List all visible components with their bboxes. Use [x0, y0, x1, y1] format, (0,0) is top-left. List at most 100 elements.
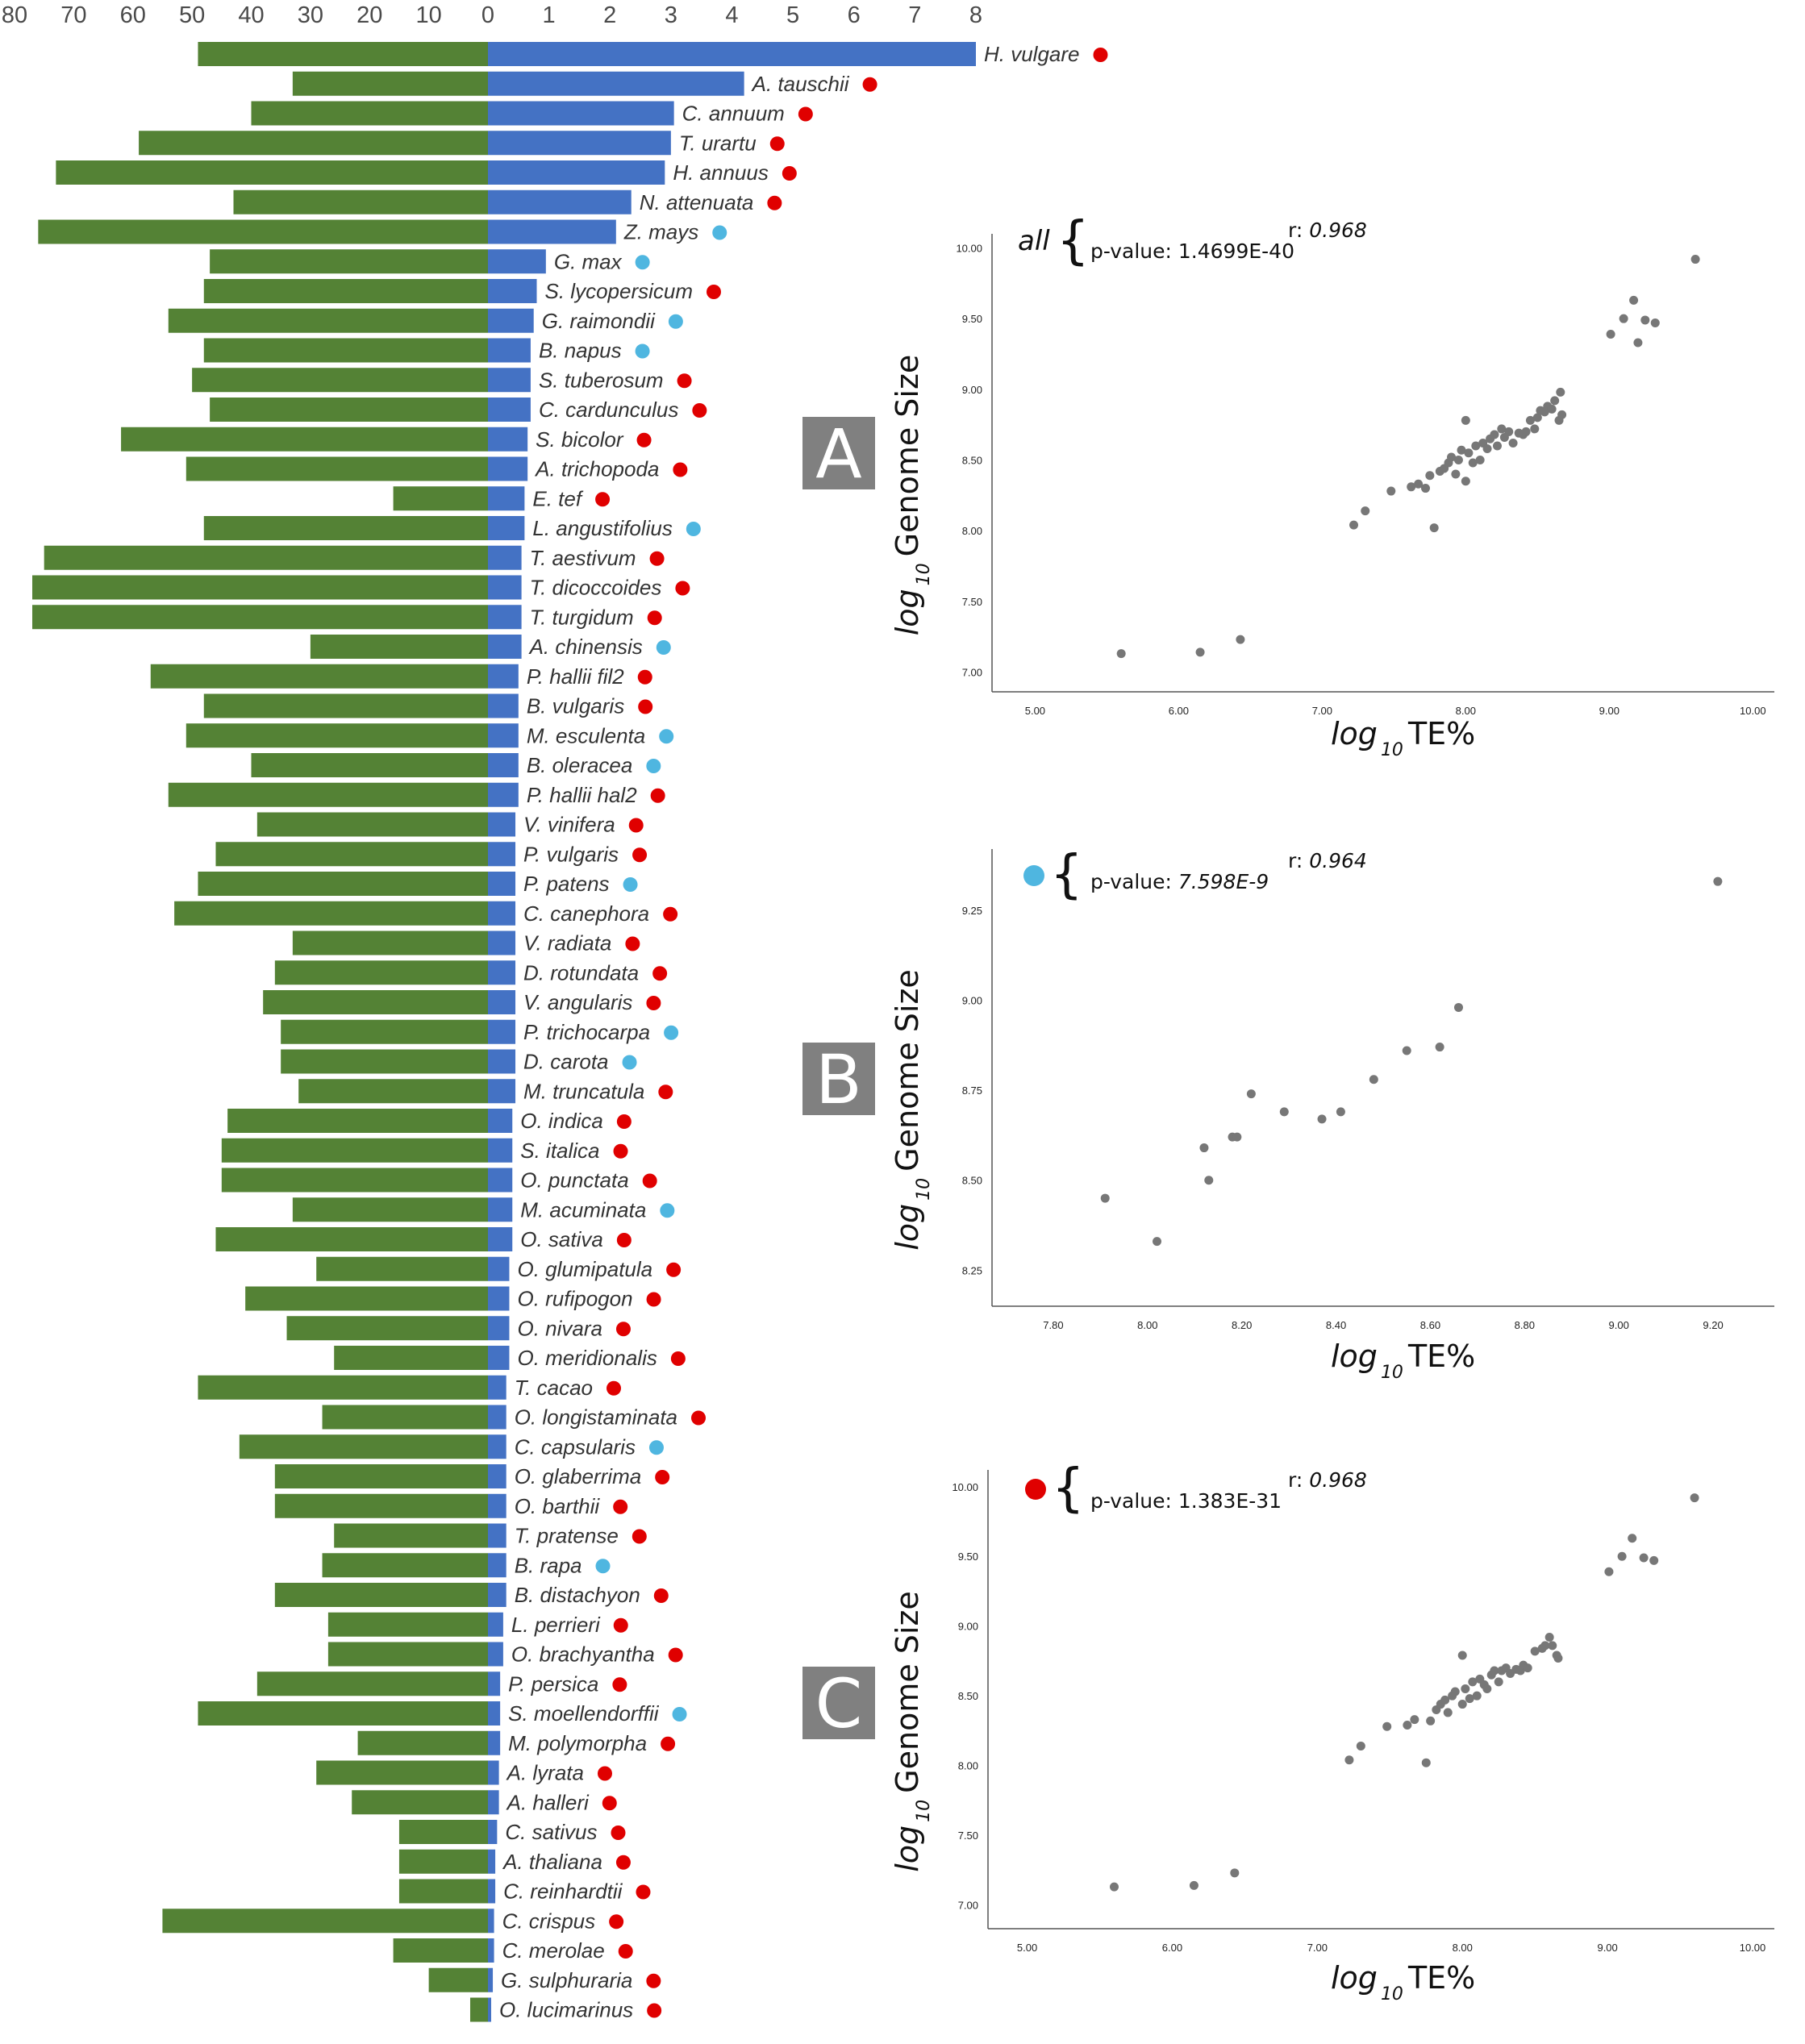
species-label: Z. mays — [623, 220, 698, 244]
group-marker — [618, 1944, 633, 1959]
scatter-point — [1475, 455, 1485, 464]
group-marker — [769, 136, 785, 152]
species-label: C. cardunculus — [539, 398, 678, 422]
group-marker — [686, 522, 701, 536]
left-bar — [334, 1523, 488, 1548]
group-marker — [782, 166, 797, 181]
group-marker — [622, 1055, 637, 1070]
y-tick-label: 9.00 — [958, 1621, 978, 1633]
right-bar — [488, 1286, 510, 1311]
right-bar — [488, 1138, 513, 1163]
right-bar — [488, 930, 516, 955]
scatter-point — [1453, 455, 1463, 464]
scatter-point — [1619, 314, 1628, 323]
species-label: O. indica — [520, 1109, 603, 1133]
group-marker — [647, 610, 662, 626]
left-bar — [168, 308, 488, 333]
group-marker — [646, 759, 661, 773]
left-bar — [357, 1730, 488, 1755]
species-label: C. sativus — [505, 1820, 597, 1844]
x-tick-label: 7.80 — [1043, 1319, 1063, 1331]
left-bar — [174, 901, 489, 926]
group-marker — [675, 581, 690, 596]
right-bar — [488, 635, 522, 659]
species-label: C. merolae — [502, 1938, 605, 1963]
group-marker — [595, 492, 611, 507]
scatter-point — [1468, 1677, 1478, 1687]
right-bar — [488, 1701, 501, 1726]
scatter-point — [1540, 1641, 1550, 1651]
scatter-point — [1550, 396, 1560, 406]
scatter-point — [1639, 1553, 1649, 1563]
scatter-point — [1464, 448, 1474, 458]
scatter-point — [1382, 1721, 1392, 1731]
left-bar — [292, 1197, 488, 1222]
group-marker — [595, 1559, 611, 1574]
scatter-point — [1508, 438, 1518, 448]
scatter-point — [1349, 520, 1359, 530]
scatter-point — [1521, 427, 1531, 436]
left-bar — [203, 338, 489, 363]
scatter-point — [1497, 424, 1507, 434]
right-bar — [488, 398, 531, 422]
left-bar — [274, 1464, 488, 1488]
species-label: B. oleracea — [527, 753, 633, 777]
scatter-point — [1494, 1677, 1503, 1687]
scatter-panel-a: A 5.00 6.00 7.00 8.00 9.00 10.00 7.00 7.50 8.00 8.… — [802, 211, 1774, 760]
right-bar — [488, 753, 519, 777]
scatter-point — [1204, 1176, 1214, 1185]
left-bar — [210, 249, 488, 274]
group-marker — [656, 640, 671, 655]
y-tick-label: 10.00 — [956, 243, 982, 255]
left-bar — [198, 42, 488, 66]
species-label: S. moellendorffii — [508, 1701, 660, 1726]
x-axis-label: log 10 TE% — [1331, 716, 1475, 760]
group-marker — [798, 106, 813, 122]
group-marker — [615, 1855, 631, 1870]
species-label: B. distachyon — [515, 1583, 640, 1607]
species-label: O. sativa — [520, 1227, 603, 1251]
group-marker — [616, 1114, 632, 1129]
scatter-point — [1523, 1663, 1532, 1673]
group-marker — [658, 1084, 673, 1100]
scatter-point — [1447, 452, 1457, 462]
right-bar — [488, 1316, 510, 1341]
x-tick-label: 7.00 — [1312, 705, 1332, 717]
right-bar — [488, 71, 744, 96]
scatter-point — [1482, 1684, 1492, 1694]
scatter-point — [1492, 441, 1502, 451]
scatter-point — [1450, 1687, 1460, 1696]
scatter-point — [1403, 1720, 1412, 1730]
panel-letter: C — [815, 1664, 863, 1743]
right-bar — [488, 486, 525, 511]
scatter-point — [1461, 415, 1470, 425]
scatter-point — [1472, 1691, 1482, 1701]
scatter-point — [1504, 427, 1514, 436]
legend-brace: { — [1050, 845, 1083, 905]
right-bar — [488, 1820, 498, 1844]
left-bar — [239, 1434, 488, 1459]
y-tick-label: 7.50 — [962, 596, 982, 608]
bar-tick-label: 1 — [543, 2, 556, 28]
group-marker — [677, 373, 692, 389]
left-bar — [322, 1405, 488, 1430]
species-label: D. rotundata — [523, 960, 639, 985]
species-label: O. glumipatula — [517, 1257, 652, 1281]
y-tick-label: 8.75 — [962, 1084, 982, 1097]
bar-tick-label: 10 — [415, 2, 441, 28]
right-bar — [488, 1909, 494, 1934]
scatter-point — [1236, 635, 1245, 644]
left-bar — [221, 1168, 488, 1193]
y-tick-label: 9.50 — [958, 1551, 978, 1563]
right-bar — [488, 338, 531, 363]
scatter-point — [1435, 1043, 1444, 1052]
scatter-point — [1232, 1132, 1242, 1142]
group-marker — [648, 1440, 664, 1455]
left-bar — [139, 131, 488, 156]
y-axis-label: log10Genome Size — [890, 355, 934, 636]
left-bar — [168, 782, 488, 807]
x-tick-label: 9.00 — [1597, 1942, 1617, 1954]
right-bar — [488, 1938, 494, 1963]
group-marker — [638, 699, 653, 714]
